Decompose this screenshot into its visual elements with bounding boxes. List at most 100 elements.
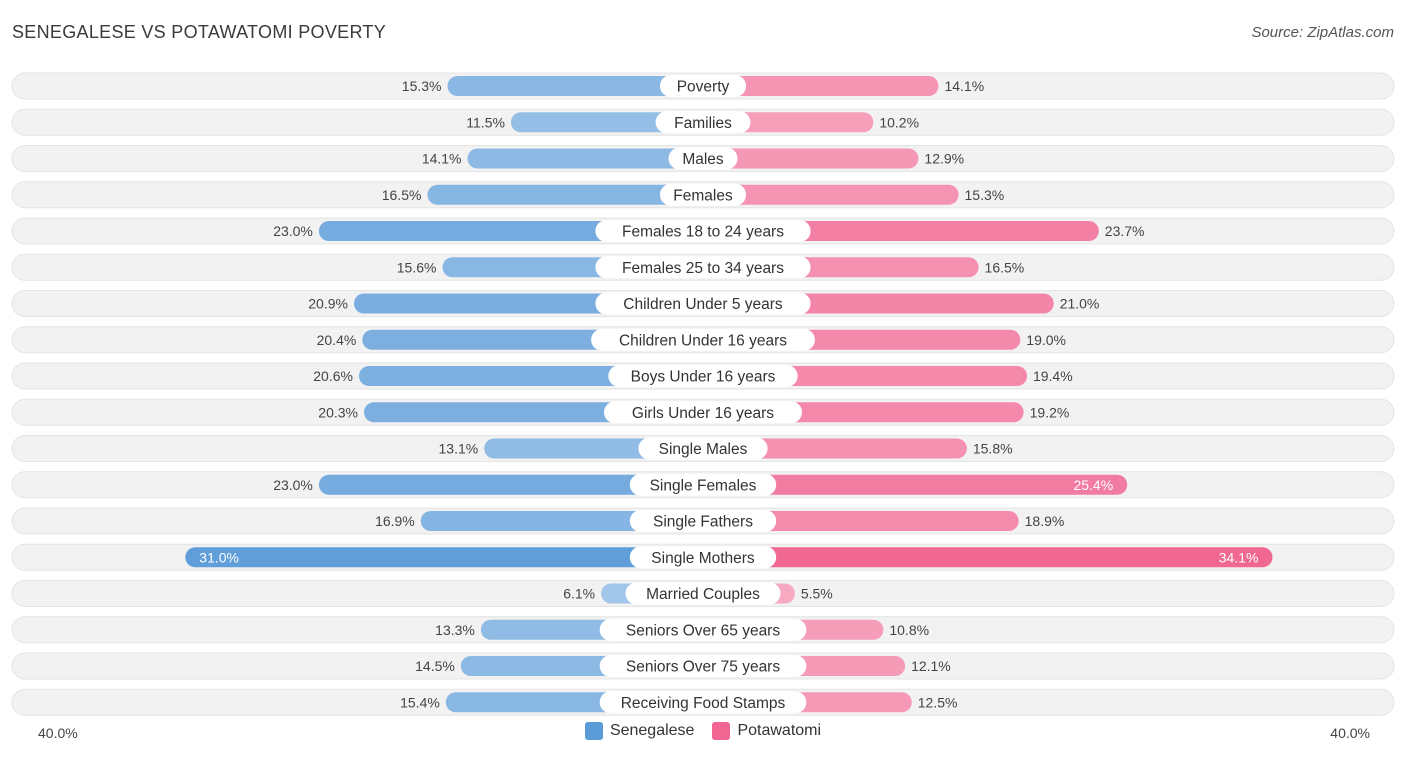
- chart-row: 20.6% 19.4% Boys Under 16 years: [11, 362, 1395, 390]
- value-label-potawatomi: 12.1%: [911, 658, 951, 674]
- category-label: Girls Under 16 years: [632, 405, 774, 422]
- chart-row: 23.0% 23.7% Females 18 to 24 years: [11, 217, 1395, 245]
- source-note: Source: ZipAtlas.com: [1251, 24, 1394, 41]
- value-label-potawatomi: 23.7%: [1105, 223, 1145, 239]
- category-label-background: [625, 582, 781, 605]
- chart-row: 11.5% 10.2% Families: [11, 108, 1395, 136]
- category-label-background: [595, 256, 811, 279]
- bar-senegalese: [318, 474, 703, 495]
- value-label-senegalese: 23.0%: [273, 477, 313, 493]
- value-label-potawatomi: 25.4%: [1073, 477, 1113, 493]
- category-label: Females 18 to 24 years: [622, 224, 784, 241]
- legend-item-potawatomi: Potawatomi: [712, 722, 821, 740]
- category-label-background: [595, 292, 811, 315]
- value-label-senegalese: 20.6%: [313, 368, 353, 384]
- category-label-background: [659, 183, 747, 206]
- category-label-background: [638, 437, 768, 460]
- value-label-senegalese: 15.6%: [397, 259, 437, 275]
- value-label-potawatomi: 15.3%: [965, 187, 1005, 203]
- value-label-potawatomi: 19.4%: [1033, 368, 1073, 384]
- category-label: Receiving Food Stamps: [621, 695, 786, 712]
- value-label-senegalese: 11.5%: [466, 114, 505, 130]
- category-label: Females: [673, 187, 733, 204]
- category-label: Families: [674, 115, 732, 132]
- category-label: Males: [682, 151, 724, 168]
- chart-row: 14.1% 12.9% Males: [11, 145, 1395, 172]
- category-label-background: [599, 618, 807, 641]
- category-label: Single Mothers: [651, 550, 755, 567]
- value-label-senegalese: 20.4%: [317, 332, 357, 348]
- chart-row: 15.6% 16.5% Females 25 to 34 years: [11, 253, 1395, 281]
- category-label: Single Fathers: [653, 514, 753, 531]
- bar-potawatomi: [703, 76, 939, 96]
- bar-potawatomi: [703, 547, 1273, 568]
- category-label: Married Couples: [646, 586, 760, 603]
- chart-title: SENEGALESE VS POTAWATOMI POVERTY: [12, 22, 387, 42]
- bar-potawatomi: [703, 148, 919, 169]
- category-label: Single Males: [659, 441, 748, 458]
- value-label-potawatomi: 10.8%: [889, 622, 929, 638]
- category-label-background: [668, 147, 738, 170]
- chart-row: 13.3% 10.8% Seniors Over 65 years: [11, 616, 1395, 644]
- legend-label-senegalese: Senegalese: [609, 722, 695, 739]
- chart-row: 20.3% 19.2% Girls Under 16 years: [11, 398, 1395, 426]
- value-label-senegalese: 14.5%: [415, 658, 455, 674]
- value-label-senegalese: 13.3%: [435, 622, 475, 638]
- value-label-potawatomi: 21.0%: [1060, 296, 1100, 312]
- category-label-background: [604, 401, 802, 424]
- chart-row: 13.1% 15.8% Single Males: [11, 435, 1395, 462]
- chart-row: 31.0% 34.1% Single Mothers: [11, 543, 1395, 571]
- value-label-potawatomi: 19.0%: [1026, 332, 1066, 348]
- chart-row: 16.5% 15.3% Females: [11, 181, 1395, 209]
- value-label-senegalese: 15.4%: [400, 694, 440, 710]
- bar-senegalese: [467, 148, 703, 169]
- category-label-background: [599, 691, 807, 714]
- category-label-background: [629, 510, 777, 532]
- bar-potawatomi: [703, 474, 1128, 495]
- bar-senegalese: [510, 112, 703, 133]
- chart-row: 15.4% 12.5% Receiving Food Stamps: [11, 688, 1395, 716]
- category-label: Seniors Over 65 years: [626, 622, 780, 639]
- bar-potawatomi: [703, 184, 959, 205]
- category-label-background: [629, 546, 777, 569]
- value-label-senegalese: 14.1%: [422, 151, 462, 167]
- category-label-background: [659, 75, 747, 97]
- category-label-background: [595, 220, 811, 242]
- category-label: Children Under 16 years: [619, 332, 787, 349]
- chart-row: 23.0% 25.4% Single Females: [11, 471, 1395, 499]
- bar-senegalese: [185, 547, 704, 568]
- value-label-senegalese: 23.0%: [273, 223, 313, 239]
- value-label-potawatomi: 14.1%: [944, 78, 984, 94]
- value-label-senegalese: 6.1%: [563, 586, 595, 602]
- category-label: Boys Under 16 years: [631, 369, 776, 386]
- category-label-background: [599, 655, 807, 677]
- bar-potawatomi: [703, 511, 1019, 531]
- value-label-potawatomi: 16.5%: [985, 259, 1025, 275]
- chart-row: 14.5% 12.1% Seniors Over 75 years: [11, 652, 1395, 680]
- legend-label-potawatomi: Potawatomi: [737, 722, 822, 739]
- bar-senegalese: [447, 76, 703, 96]
- category-label-background: [629, 473, 777, 496]
- value-label-senegalese: 16.5%: [382, 187, 422, 203]
- value-label-potawatomi: 18.9%: [1025, 513, 1065, 529]
- category-label: Seniors Over 75 years: [626, 659, 780, 676]
- value-label-potawatomi: 12.5%: [918, 694, 958, 710]
- chart-row: 6.1% 5.5% Married Couples: [11, 580, 1395, 607]
- axis-min-label: 40.0%: [38, 725, 78, 741]
- axis-max-label: 40.0%: [1330, 725, 1370, 741]
- category-label-background: [591, 328, 815, 351]
- category-label: Poverty: [677, 79, 730, 96]
- chart-row: 20.9% 21.0% Children Under 5 years: [11, 290, 1395, 317]
- category-label-background: [608, 365, 798, 387]
- legend-swatch-potawatomi: [712, 722, 731, 740]
- value-label-senegalese: 16.9%: [375, 513, 415, 529]
- category-label: Single Females: [650, 477, 757, 494]
- category-label-background: [655, 111, 751, 134]
- value-label-potawatomi: 10.2%: [879, 114, 919, 130]
- legend: Senegalese Potawatomi: [0, 722, 1406, 740]
- category-label: Females 25 to 34 years: [622, 260, 784, 277]
- value-label-potawatomi: 5.5%: [801, 586, 833, 602]
- value-label-potawatomi: 19.2%: [1030, 404, 1070, 420]
- value-label-potawatomi: 34.1%: [1219, 549, 1259, 565]
